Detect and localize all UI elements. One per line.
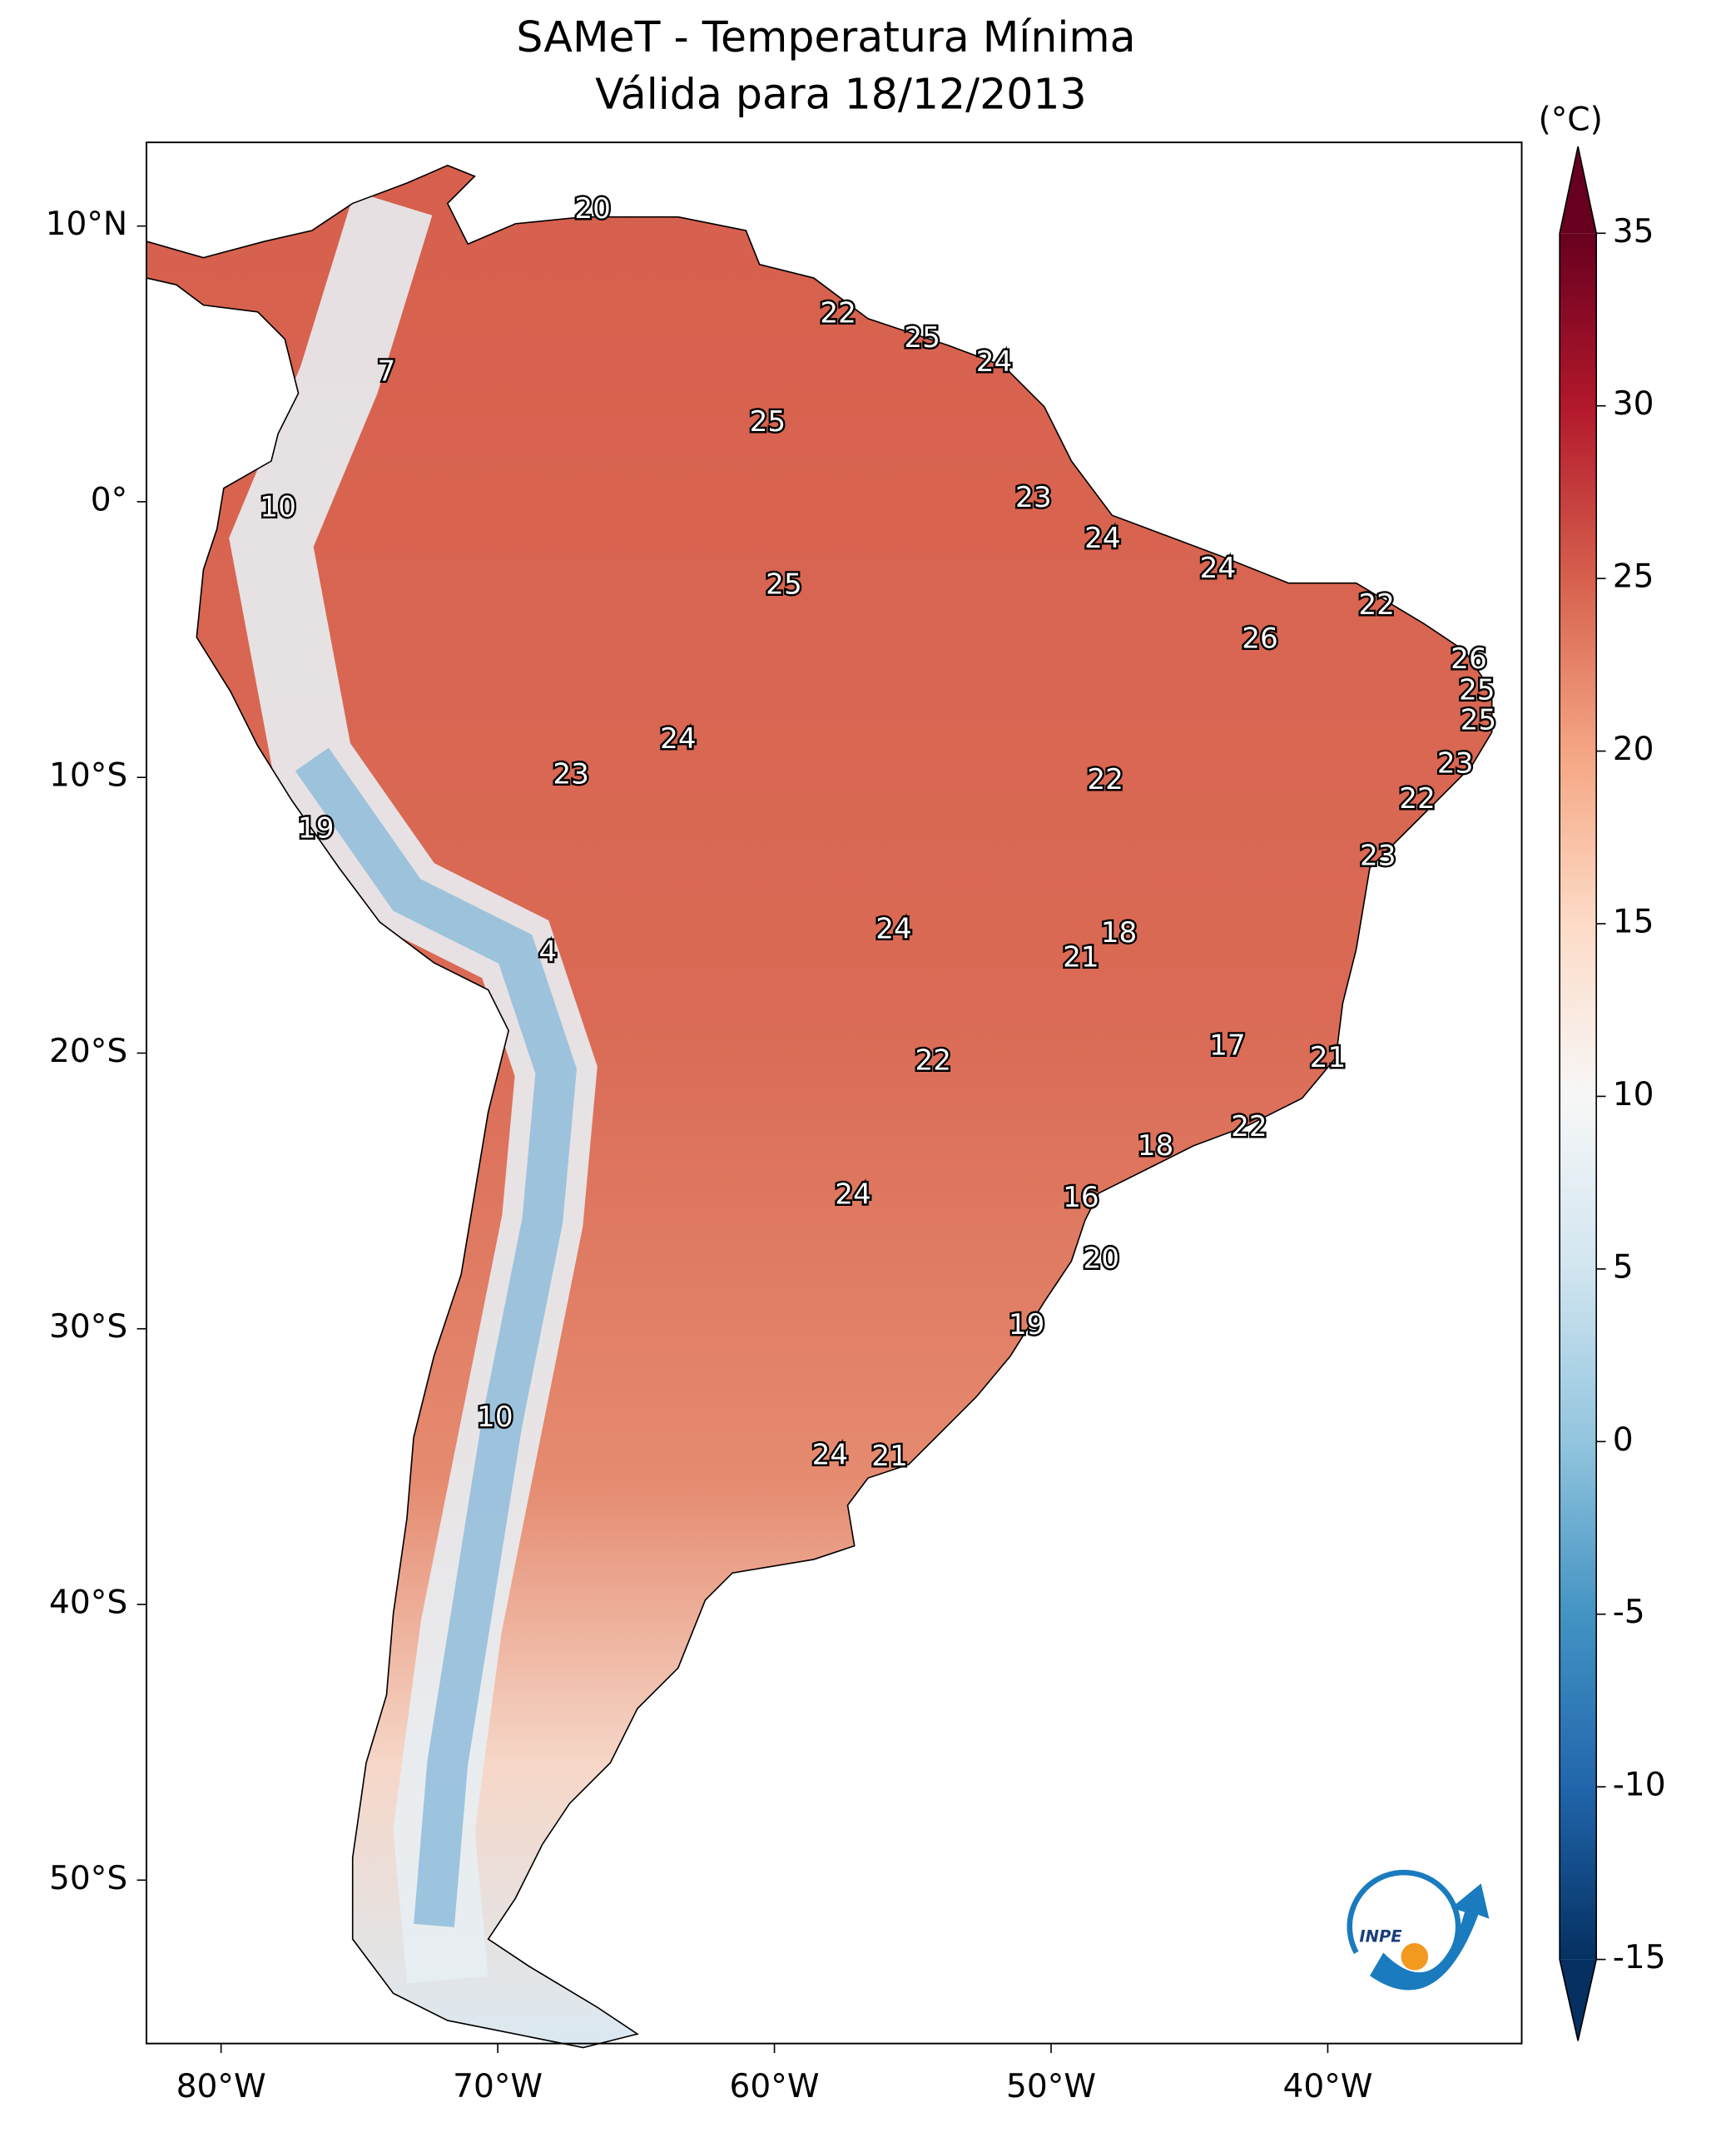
station-label: 23 xyxy=(1360,839,1396,872)
x-tick-label: 70°W xyxy=(453,2068,543,2105)
station-label: 24 xyxy=(976,345,1013,379)
x-tick-label: 50°W xyxy=(1006,2068,1096,2105)
station-label: 25 xyxy=(766,568,802,601)
y-tick-label: 50°S xyxy=(49,1860,127,1897)
station-label: 23 xyxy=(553,758,589,791)
colorbar-tick-label: -10 xyxy=(1613,1767,1666,1804)
station-label: 25 xyxy=(750,405,786,439)
station-label: 10 xyxy=(260,491,296,524)
station-label: 24 xyxy=(1084,522,1121,555)
station-label: 22 xyxy=(820,297,856,330)
station-label: 24 xyxy=(1200,552,1237,585)
station-label: 17 xyxy=(1209,1029,1246,1062)
station-label: 22 xyxy=(1399,782,1436,816)
map-frame xyxy=(146,141,1523,2045)
station-label: 18 xyxy=(1138,1129,1174,1163)
colorbar-tick-label: -5 xyxy=(1613,1594,1645,1631)
station-label: 21 xyxy=(1063,941,1099,974)
station-label: 24 xyxy=(812,1439,849,1472)
title-line: SAMeT - Temperatura Mínima xyxy=(516,12,1135,62)
station-label: 22 xyxy=(915,1044,951,1077)
x-tick-label: 60°W xyxy=(730,2068,820,2105)
colorbar-extend-bottom xyxy=(1560,1959,1597,2041)
andes-cold xyxy=(295,747,577,1927)
colorbar-tick-label: 35 xyxy=(1613,213,1654,250)
colorbar-tick-label: 30 xyxy=(1613,385,1654,423)
station-label: 25 xyxy=(904,321,940,355)
y-tick-label: 40°S xyxy=(49,1584,127,1622)
colorbar-extend-top xyxy=(1560,146,1597,234)
station-label: 21 xyxy=(1310,1041,1347,1074)
colorbar-tick-label: 5 xyxy=(1613,1248,1634,1286)
colorbar-tick-label: 15 xyxy=(1613,904,1654,941)
station-label: 4 xyxy=(539,935,558,969)
colorbar-tick-label: 0 xyxy=(1613,1421,1634,1459)
y-tick-label: 10°N xyxy=(46,206,128,243)
colorbar xyxy=(1560,233,1597,1960)
land-border xyxy=(146,164,1493,2049)
station-label: 22 xyxy=(1358,588,1395,622)
station-label: 21 xyxy=(871,1440,908,1473)
station-label: 19 xyxy=(298,812,335,845)
station-label: 23 xyxy=(1015,481,1052,514)
colorbar-tick-label: 10 xyxy=(1613,1076,1654,1113)
station-label: 24 xyxy=(660,722,697,756)
station-label: 10 xyxy=(477,1401,513,1434)
station-label: 26 xyxy=(1451,642,1487,676)
station-label: 18 xyxy=(1101,916,1138,950)
y-tick-label: 30°S xyxy=(49,1308,127,1346)
colorbar-tick-label: -15 xyxy=(1613,1939,1666,1976)
y-tick-label: 10°S xyxy=(49,757,127,795)
colorbar-label: (°C) xyxy=(1538,101,1602,138)
andes xyxy=(229,191,598,1984)
station-label: 16 xyxy=(1063,1181,1099,1214)
station-label: 24 xyxy=(875,912,912,945)
station-label: 26 xyxy=(1242,622,1278,656)
station-label: 22 xyxy=(1231,1110,1267,1143)
x-tick-label: 80°W xyxy=(176,2068,266,2105)
station-label: 20 xyxy=(1084,1242,1120,1275)
colorbar-tick-label: 20 xyxy=(1613,731,1654,768)
y-tick-label: 20°S xyxy=(49,1033,127,1070)
station-label: 23 xyxy=(1437,747,1474,781)
land xyxy=(146,164,1493,2049)
title-line: Válida para 18/12/2013 xyxy=(595,69,1087,118)
inpe-logo: INPE xyxy=(1347,1869,1490,1991)
station-label: 25 xyxy=(1461,703,1497,736)
x-tick-label: 40°W xyxy=(1282,2068,1372,2105)
station-label: 22 xyxy=(1087,763,1123,796)
station-label: 19 xyxy=(1009,1308,1045,1341)
station-label: 7 xyxy=(378,355,396,389)
station-label: 20 xyxy=(574,192,611,226)
colorbar-tick-label: 25 xyxy=(1613,558,1654,596)
y-tick-label: 0° xyxy=(91,481,127,518)
station-label: 24 xyxy=(835,1178,871,1212)
station-label: 25 xyxy=(1459,674,1495,707)
logo-text: INPE xyxy=(1359,1926,1402,1946)
